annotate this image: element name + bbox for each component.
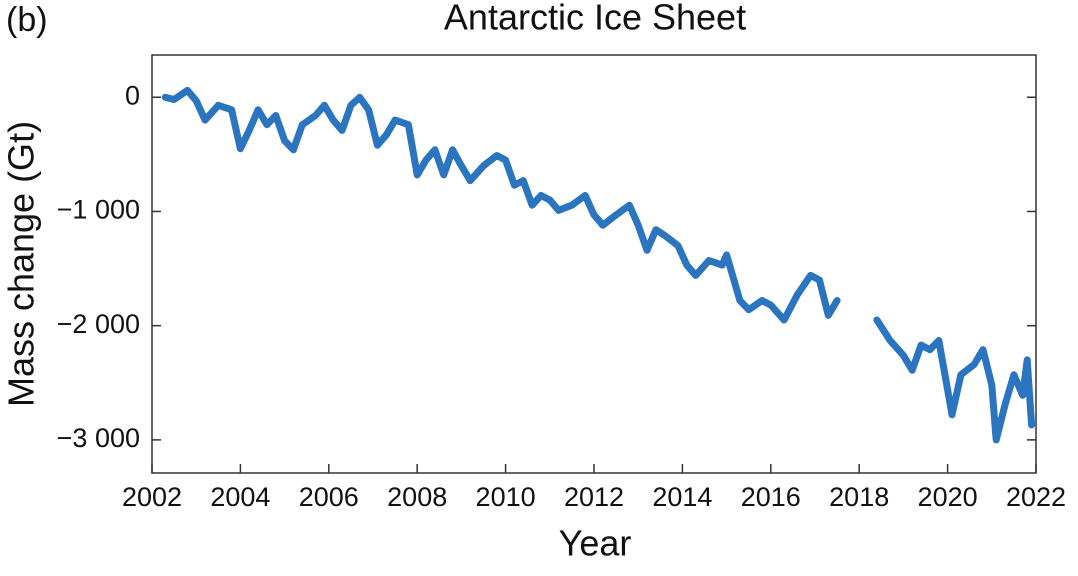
x-tick-label: 2022 bbox=[1006, 482, 1066, 512]
x-tick-label: 2004 bbox=[210, 482, 270, 512]
x-tick-label: 2002 bbox=[122, 482, 182, 512]
x-tick-label: 2016 bbox=[741, 482, 801, 512]
x-tick-label: 2006 bbox=[299, 482, 359, 512]
panel-label: (b) bbox=[6, 1, 48, 39]
x-tick-label: 2008 bbox=[387, 482, 447, 512]
x-tick-label: 2012 bbox=[564, 482, 624, 512]
y-tick-label: 0 bbox=[125, 80, 140, 110]
y-tick-label: −1 000 bbox=[57, 195, 140, 225]
x-axis-label: Year bbox=[559, 523, 632, 564]
chart-title: Antarctic Ice Sheet bbox=[444, 0, 746, 38]
x-tick-label: 2010 bbox=[476, 482, 536, 512]
x-tick-label: 2020 bbox=[918, 482, 978, 512]
y-axis-label: Mass change (Gt) bbox=[1, 121, 42, 407]
x-tick-label: 2014 bbox=[652, 482, 712, 512]
x-tick-label: 2018 bbox=[829, 482, 889, 512]
data-line bbox=[161, 86, 1036, 444]
plot-frame bbox=[151, 54, 1037, 474]
y-tick-label: −3 000 bbox=[57, 423, 140, 453]
y-tick-label: −2 000 bbox=[57, 309, 140, 339]
